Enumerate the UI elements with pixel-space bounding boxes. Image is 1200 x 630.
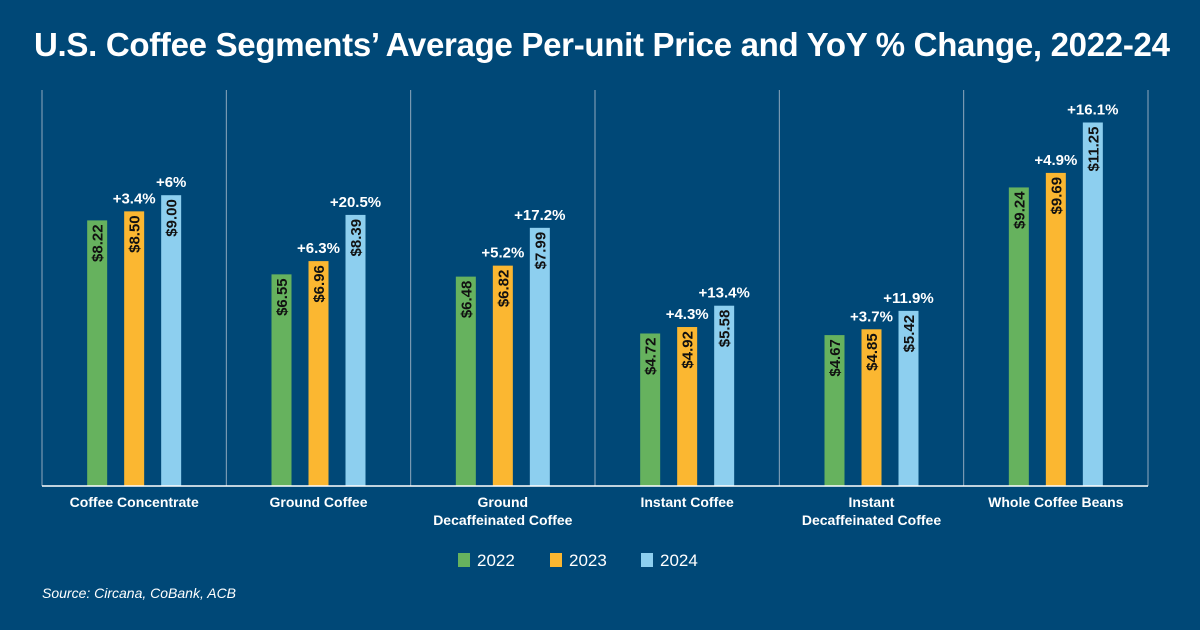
- bar-2024: [529, 227, 550, 486]
- bar-value-label: $8.39: [348, 219, 365, 257]
- legend-label-2024: 2024: [660, 551, 698, 570]
- category-label: Whole Coffee Beans: [988, 494, 1124, 510]
- yoy-change-label: +4.9%: [1034, 152, 1077, 169]
- bar-value-label: $4.85: [864, 333, 881, 371]
- bar-2023: [492, 265, 513, 486]
- legend: 2022 2023 2024: [458, 551, 698, 570]
- bar-2024: [898, 310, 919, 486]
- bar-2022: [87, 220, 108, 486]
- bar-value-label: $6.82: [495, 270, 512, 308]
- bar-value-label: $5.58: [717, 310, 734, 348]
- yoy-change-label: +16.1%: [1067, 101, 1118, 118]
- bar-value-label: $7.99: [532, 232, 549, 270]
- legend-swatch-2023: [550, 553, 562, 567]
- chart-title: U.S. Coffee Segments’ Average Per-unit P…: [34, 26, 1170, 63]
- bar-2024: [345, 214, 366, 486]
- bar-2022: [455, 276, 476, 486]
- category-label: Ground: [478, 494, 529, 510]
- category-label: Ground Coffee: [270, 494, 368, 510]
- bar-value-label: $6.96: [311, 265, 328, 303]
- bar-value-label: $8.22: [90, 224, 107, 262]
- source-note: Source: Circana, CoBank, ACB: [42, 585, 237, 601]
- bar-2022: [1008, 187, 1029, 486]
- bar-value-label: $9.24: [1011, 191, 1028, 229]
- bar-2023: [124, 211, 145, 486]
- bar-value-label: $4.72: [643, 337, 660, 375]
- bar-value-label: $4.92: [680, 331, 697, 369]
- group-dividers: [41, 90, 1149, 486]
- bar-2023: [1045, 172, 1066, 486]
- yoy-change-label: +5.2%: [481, 245, 524, 262]
- yoy-change-label: +3.4%: [113, 190, 156, 207]
- bar-2022: [824, 335, 845, 486]
- bar-value-label: $9.00: [164, 199, 181, 237]
- yoy-change-label: +11.9%: [883, 290, 933, 307]
- category-label: Decaffeinated Coffee: [802, 512, 941, 528]
- yoy-labels-layer: +3.4%+6% +6.3% +20.5% +5.2% +17.2% +4.3% +13.4…: [113, 101, 1119, 325]
- bar-2022: [271, 274, 292, 486]
- yoy-change-label: +6%: [156, 174, 186, 191]
- yoy-change-label: +4.3%: [666, 306, 709, 323]
- bar-value-label: $9.69: [1048, 177, 1065, 215]
- bar-2024: [714, 305, 735, 486]
- category-label: Instant Coffee: [640, 494, 734, 510]
- category-labels-layer: Coffee Concentrate Ground Coffee Ground Dec…: [70, 494, 1124, 528]
- yoy-change-label: +13.4%: [699, 285, 750, 302]
- bar-2022: [640, 333, 661, 486]
- yoy-change-label: +3.7%: [850, 308, 893, 325]
- bar-value-label: $11.25: [1085, 126, 1102, 171]
- legend-label-2022: 2022: [477, 551, 515, 570]
- legend-label-2023: 2023: [569, 551, 607, 570]
- bar-value-label: $8.50: [127, 215, 144, 253]
- yoy-change-label: +17.2%: [514, 207, 565, 224]
- bar-2024: [1082, 122, 1103, 486]
- bar-value-label: $5.42: [901, 315, 918, 353]
- yoy-change-label: +20.5%: [330, 194, 381, 211]
- bar-value-label: $6.48: [458, 281, 475, 319]
- bars-layer: [87, 122, 1103, 486]
- category-label: Instant: [849, 494, 895, 510]
- bar-2024: [161, 195, 182, 486]
- bar-value-label: $4.67: [827, 339, 844, 377]
- legend-swatch-2024: [641, 553, 653, 567]
- category-label: Decaffeinated Coffee: [433, 512, 572, 528]
- yoy-change-label: +6.3%: [297, 240, 340, 257]
- bar-2023: [308, 261, 329, 486]
- bar-value-label: $6.55: [274, 278, 291, 316]
- category-label: Coffee Concentrate: [70, 494, 199, 510]
- bar-2023: [861, 329, 882, 486]
- legend-swatch-2022: [458, 553, 470, 567]
- bar-2023: [677, 327, 698, 486]
- value-labels-layer: $8.22 $8.50 $9.00 $6.55 $6.96 $8.39 $6.48 $6.82…: [90, 126, 1103, 376]
